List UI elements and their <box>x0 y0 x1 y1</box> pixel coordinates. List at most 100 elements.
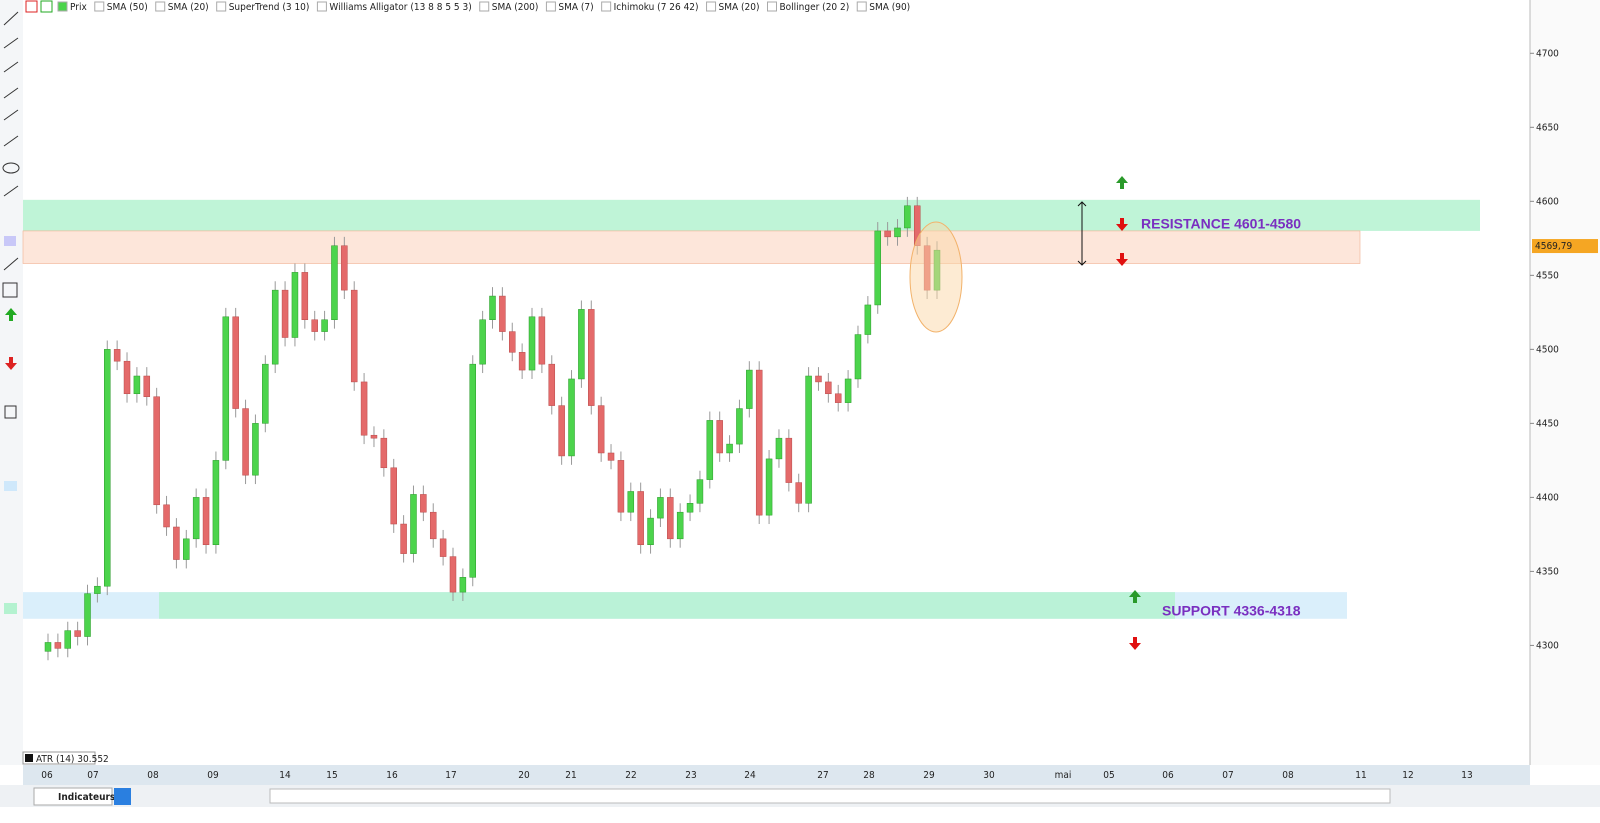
candle-body <box>74 630 81 637</box>
candle-body <box>805 375 812 504</box>
legend-item: Williams Alligator (13 8 8 5 5 3) <box>329 2 471 13</box>
trash-tool[interactable] <box>4 405 17 419</box>
x-tick-label: 21 <box>565 770 576 781</box>
candle-body <box>844 378 852 403</box>
candle-body <box>271 289 279 365</box>
x-tick-label: 28 <box>863 770 875 781</box>
candle-body <box>657 497 664 519</box>
x-tick-label: 08 <box>1282 770 1294 781</box>
down-tool[interactable] <box>5 357 17 370</box>
candle-body <box>874 230 881 306</box>
candle-body <box>667 497 674 540</box>
candle-body <box>64 630 72 649</box>
price-axis <box>1530 0 1600 765</box>
x-tick-label: 23 <box>685 770 696 781</box>
candle-body <box>568 378 575 457</box>
legend-item: SMA (20) <box>168 2 209 13</box>
candle-body <box>262 363 269 424</box>
scrollbar[interactable] <box>269 788 1391 804</box>
legend-swatch <box>545 1 556 12</box>
y-tick-label: 4300 <box>1536 640 1559 651</box>
candle-body <box>884 230 891 238</box>
zone <box>23 199 1480 231</box>
x-tick-label: mai <box>1055 770 1072 781</box>
candle-body <box>291 272 299 338</box>
candle-body <box>341 245 348 291</box>
x-tick-label: 13 <box>1461 770 1472 781</box>
legend-item: SMA (90) <box>869 2 910 13</box>
candle-body <box>143 375 151 397</box>
candle-body <box>370 434 378 439</box>
left-toolbar <box>0 0 23 765</box>
x-tick-label: 29 <box>923 770 935 781</box>
candle-body <box>528 316 536 371</box>
y-tick-label: 4500 <box>1536 344 1559 355</box>
down-arrows <box>1116 218 1141 650</box>
candle-body <box>400 523 407 554</box>
candle-body <box>696 479 704 504</box>
candle-body <box>133 375 141 395</box>
candle-body <box>459 577 467 593</box>
candle-body <box>113 349 121 362</box>
y-tick-label: 4550 <box>1536 270 1559 281</box>
legend-item: Bollinger (20 2) <box>780 2 850 13</box>
indicators-button[interactable] <box>33 787 113 806</box>
share-button[interactable] <box>114 788 131 805</box>
legend-item: Ichimoku (7 26 42) <box>614 2 699 13</box>
candle-body <box>54 642 62 649</box>
candle-body <box>123 360 131 395</box>
ellipse-tool[interactable] <box>2 162 20 174</box>
candle-body <box>232 316 239 409</box>
candle-body <box>825 381 832 395</box>
candle-body <box>676 511 684 540</box>
legend-button <box>40 0 53 13</box>
rect-tool[interactable] <box>4 236 16 246</box>
x-tick-label: 09 <box>207 770 219 781</box>
legend-item: Prix <box>70 2 87 13</box>
candle-body <box>558 405 565 457</box>
candle-body <box>894 227 901 238</box>
time-axis <box>23 765 1530 785</box>
candle-body <box>439 538 447 557</box>
x-tick-label: 24 <box>744 770 756 781</box>
resistance-label: RESISTANCE 4601-4580 <box>1141 216 1301 232</box>
candle-body <box>637 491 644 546</box>
indicators-label[interactable]: Indicateurs <box>58 792 115 803</box>
y-tick-label: 4700 <box>1536 48 1559 59</box>
up-tool[interactable] <box>5 308 17 321</box>
candle-body <box>202 497 210 546</box>
candle-body <box>469 363 476 578</box>
tool-icons[interactable] <box>2 11 20 614</box>
candle-body <box>301 272 309 320</box>
x-tick-label: 08 <box>147 770 159 781</box>
candle-body <box>775 437 783 460</box>
candle-body <box>854 334 862 380</box>
candle-body <box>726 443 733 454</box>
candle-body <box>163 504 170 528</box>
draw-tool[interactable] <box>3 11 19 271</box>
indicator-label: ATR (14) 30.552 <box>36 754 109 765</box>
x-tick-label: 20 <box>518 770 530 781</box>
legend-item: SMA (200) <box>492 2 539 13</box>
candle-body <box>834 393 842 403</box>
x-tick-label: 11 <box>1355 770 1366 781</box>
x-tick-label: 07 <box>87 770 98 781</box>
candle-body <box>597 405 605 454</box>
legend-swatch <box>856 1 867 12</box>
highlight-ellipse <box>909 221 963 333</box>
zone-tool[interactable] <box>4 603 17 614</box>
candle-body <box>736 408 743 445</box>
candle-body <box>815 375 822 383</box>
y-tick-label: 4350 <box>1536 566 1559 577</box>
candle-body <box>84 593 91 637</box>
candle-body <box>410 494 417 554</box>
legend-swatch <box>601 1 612 12</box>
candle-body <box>518 352 526 371</box>
legend-item: SuperTrend (3 10) <box>229 2 310 13</box>
text-tool[interactable] <box>2 282 18 298</box>
candle-body <box>746 369 753 409</box>
candle-body <box>785 437 793 483</box>
zone-tool[interactable] <box>4 481 17 491</box>
